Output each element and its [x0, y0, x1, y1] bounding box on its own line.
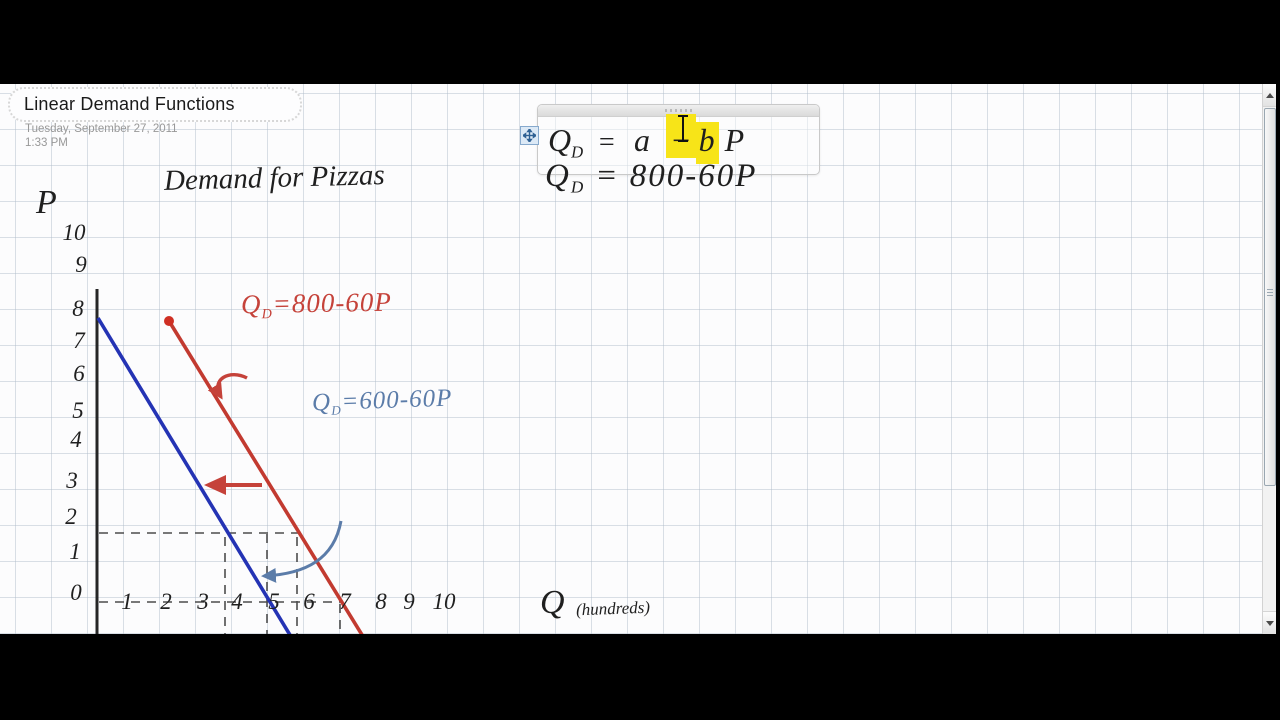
- y-tick: 4: [70, 427, 82, 452]
- blue-annotation-arrow: [261, 520, 343, 583]
- y-tick: 0: [70, 580, 82, 605]
- y-tick: 1: [69, 539, 81, 564]
- y-tick: 6: [73, 361, 85, 386]
- y-tick: 2: [65, 504, 77, 529]
- scroll-down-button[interactable]: [1263, 611, 1276, 634]
- letterbox-top: [0, 0, 1280, 84]
- y-tick: 5: [72, 398, 84, 423]
- x-tick: 10: [432, 589, 456, 614]
- y-tick: 8: [72, 296, 84, 321]
- x-tick: 6: [303, 589, 315, 614]
- red-annotation-arrow: [207, 372, 248, 400]
- letterbox-bottom: [0, 634, 1280, 720]
- move-arrows-icon: [523, 129, 536, 142]
- y-tick: 7: [73, 328, 85, 353]
- blue-demand-line: [96, 317, 315, 674]
- x-tick: 2: [160, 589, 172, 614]
- scroll-down-icon: [1265, 620, 1274, 626]
- x-tick: 8: [375, 589, 387, 614]
- page-time: 1:33 PM: [25, 137, 68, 149]
- x-tick: 1: [121, 589, 133, 614]
- red-demand-line: [167, 320, 385, 670]
- x-tick: 5: [268, 589, 280, 614]
- scroll-up-button[interactable]: [1263, 84, 1276, 107]
- x-tick: 4: [231, 589, 243, 614]
- notebook-page[interactable]: Linear Demand Functions Tuesday, Septemb…: [0, 84, 1276, 675]
- page-date: Tuesday, September 27, 2011: [25, 123, 178, 135]
- x-tick: 7: [339, 589, 351, 614]
- red-curve-label: QD=800-60P: [240, 286, 393, 323]
- text-cursor-icon: [676, 114, 690, 144]
- y-tick: 3: [66, 468, 78, 493]
- red-shift-arrow: [204, 475, 262, 495]
- y-tick: 9: [75, 252, 87, 277]
- x-tick: 3: [197, 589, 209, 614]
- page-title: Linear Demand Functions: [24, 94, 235, 114]
- move-handle[interactable]: [520, 126, 539, 145]
- highlighted-b: b: [695, 122, 719, 164]
- x-axis-label: Q: [540, 584, 565, 621]
- scroll-up-icon: [1265, 92, 1274, 98]
- selection-grip-icon: [664, 109, 693, 112]
- vertical-scrollbar[interactable]: [1262, 84, 1276, 634]
- red-endpoint-top: [164, 316, 174, 326]
- general-equation: QD = a − b P: [548, 114, 744, 164]
- y-axis-label: P: [36, 184, 57, 221]
- graph-title: Demand for Pizzas: [163, 159, 386, 197]
- y-tick: 10: [62, 220, 86, 245]
- scrollbar-thumb-grip-icon: [1267, 289, 1273, 298]
- axes: [95, 289, 566, 675]
- x-axis-unit: (hundreds): [575, 597, 651, 620]
- pizza-equation: QD = 800-60P: [545, 158, 758, 197]
- page-title-box[interactable]: Linear Demand Functions: [8, 87, 302, 122]
- blue-curve-label: QD=600-60P: [311, 384, 453, 418]
- scrollbar-thumb[interactable]: [1264, 108, 1276, 486]
- x-tick: 9: [403, 589, 415, 614]
